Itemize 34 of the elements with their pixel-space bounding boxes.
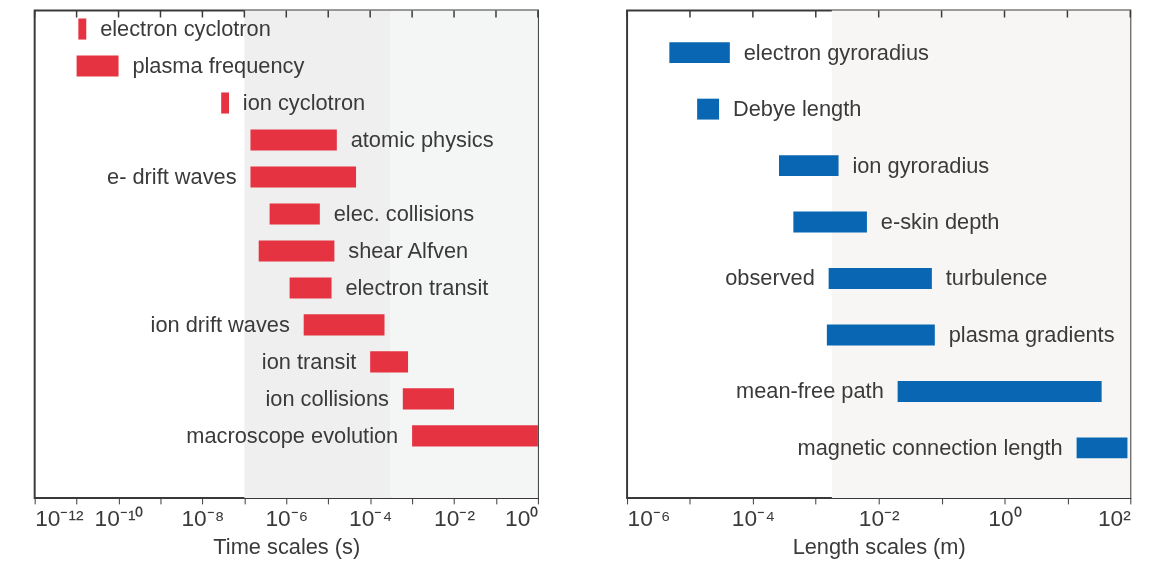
x-axis-title: Length scales (m): [792, 533, 966, 559]
y-tick-label: ion collisions: [265, 385, 390, 411]
y-tick-label: ion transit: [261, 348, 357, 374]
x-axis-title: Time scales (s): [213, 533, 361, 559]
y-tick-label: ion gyroradius: [852, 152, 990, 178]
x-tick-label: 10⁻¹²: [35, 505, 85, 532]
x-tick-label: 10²: [1097, 505, 1132, 532]
y-tick-label: e- drift waves: [107, 163, 237, 189]
x-tick-label: 10⁻⁶: [627, 505, 671, 532]
y-tick-label: electron cyclotron: [100, 15, 271, 41]
y-tick-label: electron transit: [345, 274, 489, 300]
x-tick-label: 10⁻²: [434, 505, 476, 532]
y-tick-label: plasma gradients: [948, 321, 1115, 347]
x-tick-label: 10⁻²: [858, 505, 901, 532]
y-tick-label: mean-free path: [736, 378, 884, 404]
y-tick-label: magnetic connection length: [797, 434, 1063, 460]
x-tick-label: 10⁻⁸: [181, 505, 225, 532]
category-label: observed turbulence: [725, 265, 1048, 291]
x-tick-label: 10⁻¹⁰: [94, 505, 144, 532]
y-tick-label: shear Alfven: [348, 237, 469, 263]
x-tick-label: 10⁻⁴: [731, 505, 775, 532]
y-tick-label: ion cyclotron: [242, 89, 366, 115]
x-tick-label: 10⁰: [505, 505, 539, 532]
x-tick-label: 10⁻⁴: [349, 505, 393, 532]
y-tick-label: electron gyroradius: [743, 39, 930, 65]
y-tick-label: plasma frequency: [132, 52, 305, 78]
x-tick-label: 10⁰: [988, 505, 1022, 532]
y-tick-label: elec. collisions: [333, 200, 475, 226]
y-tick-label: Debye length: [732, 96, 862, 122]
y-tick-label: atomic physics: [350, 126, 494, 152]
x-tick-label: 10⁻⁶: [265, 505, 309, 532]
y-tick-label: macroscope evolution: [186, 422, 399, 448]
y-tick-label: ion drift waves: [150, 311, 290, 337]
y-tick-label: e-skin depth: [880, 208, 1000, 234]
